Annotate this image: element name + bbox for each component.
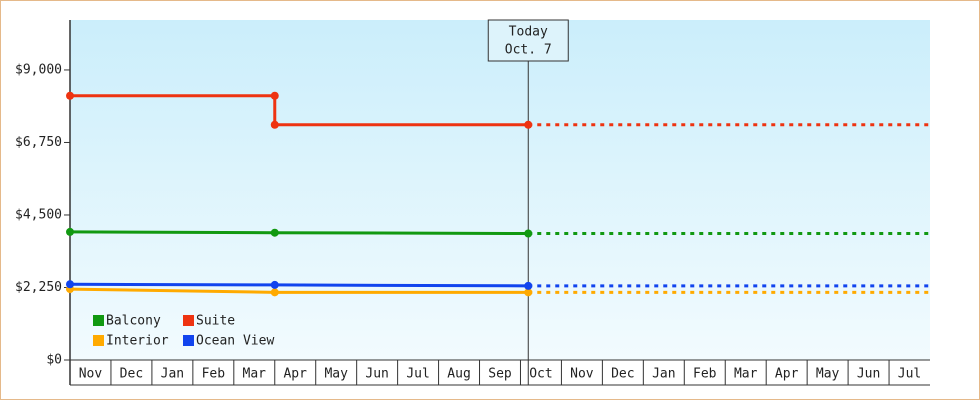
point — [270, 228, 279, 237]
legend-label: Interior — [106, 334, 169, 349]
point — [524, 288, 533, 297]
x-tick-label: Nov — [570, 367, 594, 382]
point — [524, 120, 533, 129]
point — [270, 91, 279, 100]
legend-swatch — [183, 335, 194, 346]
today-label: Today — [509, 25, 548, 40]
x-tick-label: Jan — [652, 367, 675, 382]
point — [524, 229, 533, 238]
y-tick-label: $4,500 — [15, 207, 62, 222]
series-line — [69, 282, 529, 288]
x-tick-label: Oct — [529, 367, 552, 382]
x-tick-label: May — [324, 367, 348, 382]
x-tick-label: Aug — [447, 367, 470, 382]
series-line — [70, 94, 529, 127]
legend-swatch — [93, 335, 104, 346]
x-tick-label: Nov — [79, 367, 103, 382]
legend-label: Ocean View — [196, 334, 274, 349]
point — [270, 120, 279, 129]
x-tick-label: Jan — [161, 367, 184, 382]
series-line — [69, 230, 529, 236]
x-tick-label: Jul — [406, 367, 429, 382]
x-tick-label: Dec — [611, 367, 634, 382]
x-tick-label: Jun — [365, 367, 388, 382]
x-tick-label: Jun — [857, 367, 880, 382]
x-tick-label: Feb — [693, 367, 717, 382]
point — [270, 288, 279, 297]
y-tick-label: $0 — [46, 353, 62, 368]
point — [66, 280, 74, 289]
x-tick-label: Dec — [120, 367, 143, 382]
y-tick-label: $6,750 — [15, 135, 62, 150]
y-tick-label: $9,000 — [15, 62, 62, 77]
today-label: Oct. 7 — [505, 43, 552, 58]
today-box — [487, 19, 569, 62]
plot-area — [70, 20, 930, 360]
legend-label: Suite — [196, 314, 235, 329]
x-tick-label: Mar — [734, 367, 758, 382]
y-tick-label: $2,250 — [15, 280, 62, 295]
x-tick-label: Apr — [283, 367, 307, 382]
x-tick-label: Sep — [488, 367, 512, 382]
x-tick-label: Jul — [898, 367, 921, 382]
point — [524, 281, 533, 290]
x-tick-label: Apr — [775, 367, 799, 382]
point — [66, 227, 74, 236]
x-tick-label: May — [816, 367, 840, 382]
x-tick-label: Mar — [243, 367, 267, 382]
legend-swatch — [93, 315, 104, 326]
legend-label: Balcony — [106, 314, 161, 329]
point — [270, 280, 279, 289]
x-tick-label: Feb — [202, 367, 226, 382]
point — [66, 91, 74, 100]
legend-swatch — [183, 315, 194, 326]
